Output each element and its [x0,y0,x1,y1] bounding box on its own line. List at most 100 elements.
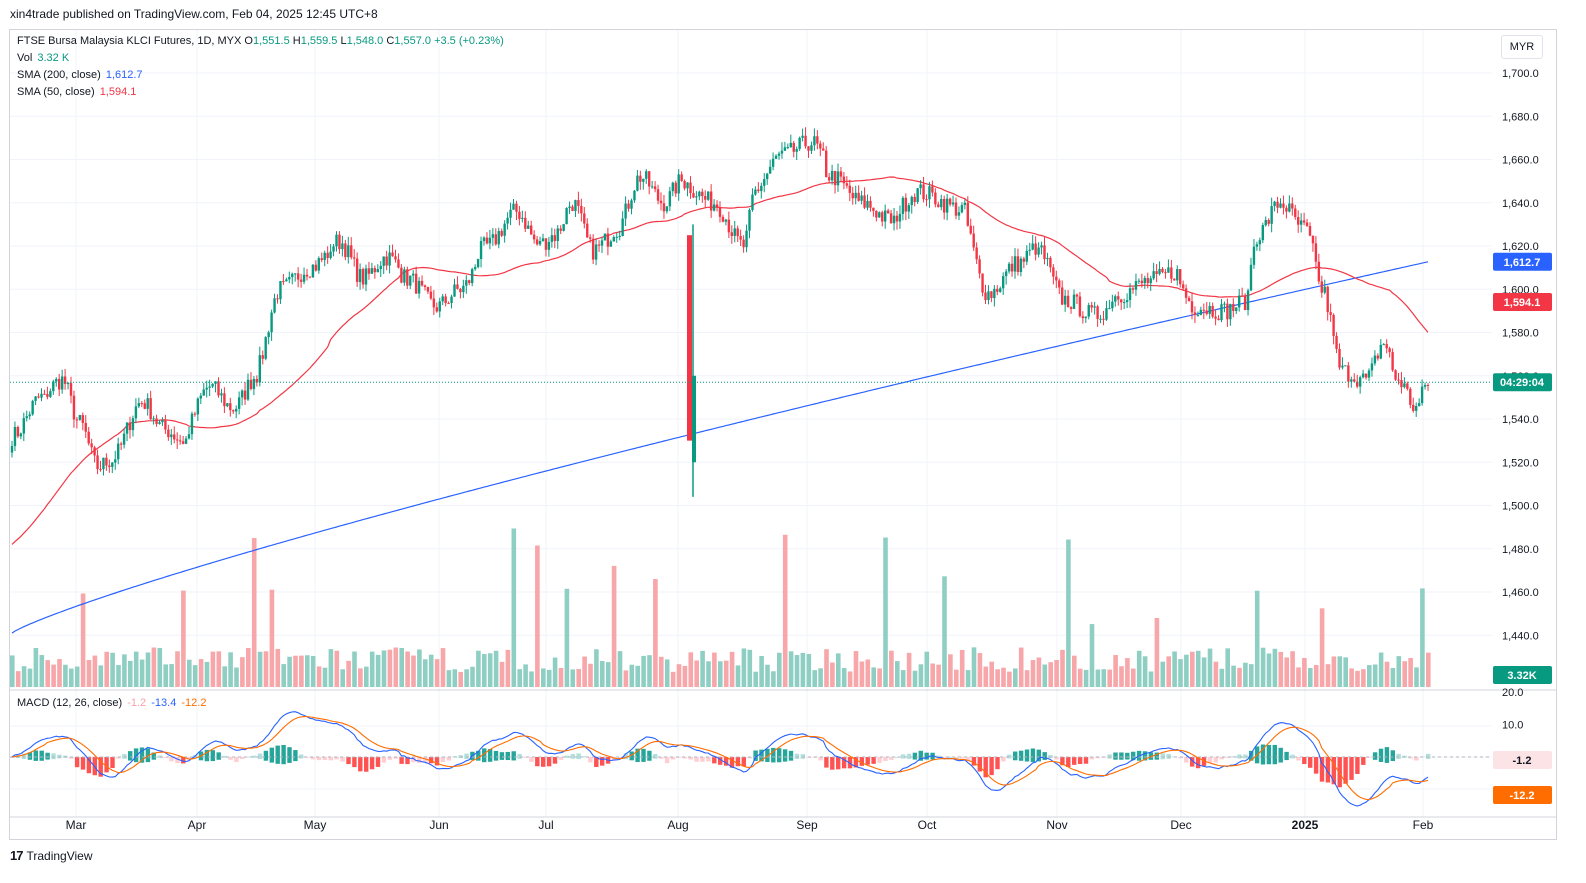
candle-body [117,443,120,460]
volume-bar [735,665,741,687]
macd-hist-bar [1089,757,1095,760]
volume-bar [959,649,965,687]
candle-body [1229,303,1232,320]
macd-hist-bar [1190,757,1195,767]
candle-body [1131,288,1135,290]
legend-symbol-row[interactable]: FTSE Bursa Malaysia KLCI Futures, 1D, MY… [17,35,504,47]
volume-bar [1308,668,1313,687]
macd-hist-bar [139,747,145,763]
volume-bar [458,671,463,687]
candle-body [1184,288,1188,298]
candle-body [804,135,807,147]
candle-body [81,415,84,423]
macd-hist-bar [1231,756,1236,758]
volume-bar [912,670,918,687]
volume-bar [877,668,882,687]
volume-bar [1125,658,1130,687]
volume-bar [1054,659,1059,687]
legend-volume: 3.32 K [37,52,70,64]
candle-body [497,230,500,245]
volume-bar [204,661,210,687]
volume-bar [818,668,823,687]
candle-body [1370,363,1374,371]
candle-body [1128,288,1132,301]
legend-volume-row[interactable]: Vol 3.32 K [17,52,70,64]
candle-body [627,203,630,209]
volume-bar [1131,668,1136,687]
legend-sma200-row[interactable]: SMA (200, close) 1,612.7 [17,69,143,81]
volume-bar [69,668,74,687]
volume-bar [1254,590,1260,687]
volume-bar [1178,659,1183,687]
candle-body [1155,271,1158,274]
macd-hist-bar [1361,757,1366,765]
volume-bar [759,655,764,687]
legend-macd-row[interactable]: MACD (12, 26, close) -1.2 -13.4 -12.2 [17,697,207,709]
legend-sma50: 1,594.1 [99,86,137,98]
candle-body [851,192,854,199]
volume-bar [942,576,947,687]
candle-body [285,279,288,282]
candle-body [863,195,866,208]
candle-body [984,292,987,301]
candle-body [311,264,315,278]
candle-body [412,273,415,276]
macd-hist-bar [1331,757,1336,785]
candle-body [1415,405,1418,411]
macd-hist-bar [1024,749,1030,762]
candle-body [55,378,58,382]
candle-body [170,434,173,438]
candle-body [1031,243,1034,250]
candle-body [326,252,329,258]
volume-bar [1001,667,1006,687]
macd-hist-bar [564,755,569,758]
candle-body [996,288,999,292]
candle-body [1034,243,1037,255]
candle-body [119,443,123,445]
candle-body [1013,256,1017,272]
candle-body [571,206,574,212]
candle-body [232,410,235,412]
volume-bar [1072,655,1077,687]
volume-bar [1414,667,1419,687]
volume-bar [157,647,163,687]
macd-hist-bar [853,757,859,768]
volume-bar [600,661,605,687]
candle-body [606,233,610,247]
legend-sma50-row[interactable]: SMA (50, close) 1,594.1 [17,86,137,98]
candle-body [1305,222,1309,226]
candle-body [1426,384,1430,386]
macd-hist-bar [1349,757,1354,780]
candle-body [689,182,692,194]
candle-body [1353,379,1356,382]
brand-footer[interactable]: 17 TradingView [10,848,93,863]
candle-body [768,166,772,174]
candle-body [485,237,489,244]
macd-hist-bar [364,757,369,772]
volume-bar [104,651,109,687]
volume-bar [694,660,699,687]
candle-body [639,175,642,182]
volume-bar [423,659,428,687]
candle-body [922,184,925,200]
candle-body [329,251,332,258]
currency-button[interactable]: MYR [1501,35,1543,59]
candle-body [1282,203,1285,208]
macd-hist-bar [305,757,310,758]
macd-hist-bar [546,757,552,767]
candle-body [1356,381,1359,387]
candle-body [1052,267,1055,277]
macd-hist-bar [1296,757,1301,761]
candle-body [409,275,412,286]
candle-body [155,418,158,424]
volume-bar [623,670,629,687]
candle-body [473,267,477,270]
candle-body [131,418,135,431]
volume-bar [281,664,286,687]
sma50-price-label-bg [1493,293,1552,312]
volume-bar [629,664,635,687]
candle-body [712,204,716,211]
volume-bar [1402,661,1407,687]
volume-bar [529,671,534,687]
